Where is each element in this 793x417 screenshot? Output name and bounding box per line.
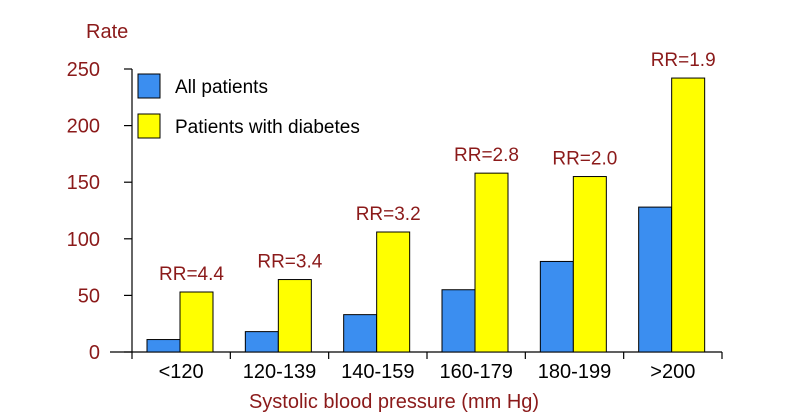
x-tick-label: 180-199	[538, 361, 611, 383]
rr-label: RR=1.9	[651, 50, 716, 71]
x-tick-label: <120	[159, 361, 204, 383]
legend: All patients Patients with diabetes	[137, 73, 360, 139]
x-tick-label: >200	[650, 361, 695, 383]
bar-all-patients-4	[539, 260, 574, 353]
bar-all-patients-0	[146, 339, 181, 353]
x-tick-label: 160-179	[439, 361, 512, 383]
bar-all-patients-5	[638, 206, 673, 353]
y-tick-label: 50	[78, 285, 100, 307]
x-axis-title: Systolic blood pressure (mm Hg)	[249, 391, 539, 413]
rr-label: RR=4.4	[159, 264, 224, 285]
rr-label: RR=3.4	[257, 252, 322, 273]
y-axis: 0 50 100 150 200 250	[67, 59, 133, 364]
y-tick-label: 100	[67, 229, 100, 251]
bar-all-patients-3	[441, 289, 476, 353]
x-tick-label: 120-139	[243, 361, 316, 383]
y-axis-title: Rate	[86, 21, 128, 43]
bar-diabetes-0	[179, 291, 214, 353]
rr-label: RR=2.0	[552, 149, 617, 170]
x-tick-label: 140-159	[341, 361, 414, 383]
bar-diabetes-4	[572, 176, 607, 353]
y-tick-label: 150	[67, 172, 100, 194]
bar-diabetes-5	[671, 77, 706, 353]
legend-swatch	[137, 73, 161, 99]
bar-all-patients-2	[343, 314, 378, 353]
bar-all-patients-1	[244, 331, 279, 353]
x-axis: <120 120-139 140-159 160-179 180-199 >200	[110, 351, 723, 383]
y-tick-label: 250	[67, 59, 100, 81]
rr-label: RR=3.2	[356, 204, 421, 225]
legend-label: All patients	[175, 77, 268, 98]
y-tick-label: 200	[67, 116, 100, 138]
y-tick-label: 0	[89, 342, 100, 364]
legend-swatch	[137, 113, 161, 139]
rr-labels: RR=4.4 RR=3.4 RR=3.2 RR=2.8 RR=2.0 RR=1.9	[159, 50, 716, 285]
bar-diabetes-1	[277, 279, 312, 353]
rr-label: RR=2.8	[454, 145, 519, 166]
bars	[146, 77, 706, 353]
bar-diabetes-2	[376, 231, 411, 353]
bar-diabetes-3	[474, 172, 509, 353]
legend-label: Patients with diabetes	[175, 117, 360, 138]
